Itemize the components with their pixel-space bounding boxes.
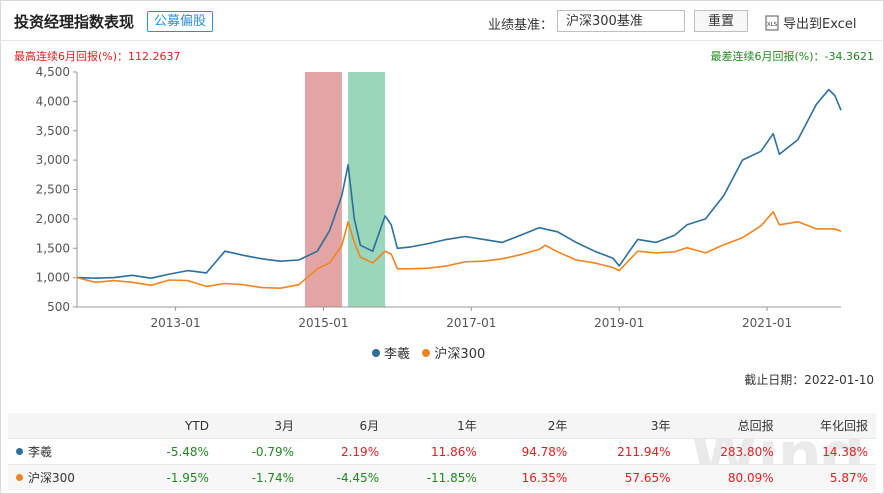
min-run-band (348, 72, 386, 307)
xls-icon: XLS (765, 15, 779, 35)
y-tick-label: 3,500 (36, 124, 70, 138)
page-title: 投资经理指数表现 (14, 13, 135, 31)
row-dot (16, 474, 23, 481)
header-divider (0, 40, 882, 41)
performance-table: YTD 3月 6月 1年 2年 3年 总回报 年化回报 李羲 -5.48% -0.7… (8, 413, 876, 490)
x-tick-label: 2021-01 (742, 316, 792, 330)
table-header: YTD (131, 413, 217, 439)
table-row: 李羲 -5.48% -0.79% 2.19% 11.86% 94.78% 211.94% 28… (8, 438, 876, 465)
x-tick-label: 2015-01 (298, 316, 348, 330)
table-cell: -5.48% (131, 438, 217, 465)
table-cell: -1.95% (131, 464, 217, 490)
table-header: 2年 (484, 413, 576, 439)
legend-item-index[interactable]: 沪深300 (422, 347, 485, 362)
table-cell: 5.87% (781, 464, 876, 490)
reset-button[interactable]: 重置 (694, 10, 748, 32)
max-run-band (304, 72, 342, 307)
performance-chart[interactable]: 500 1,000 1,500 2,000 2,500 3,000 3,500 4,000 4,… (0, 60, 884, 400)
legend-dot (422, 349, 431, 357)
table-cell: -1.74% (216, 464, 303, 490)
max-run-stat: 最高连续6月回报(%)：112.2637 (14, 50, 181, 63)
y-tick-label: 2,500 (36, 183, 70, 197)
series-line-manager (76, 88, 842, 279)
x-tick-label: 2017-01 (446, 316, 496, 330)
y-tick-label: 2,000 (36, 212, 70, 226)
legend-item-manager[interactable]: 李羲 (372, 347, 410, 362)
legend-dot (372, 349, 380, 357)
table-cell: -11.85% (387, 464, 485, 490)
row-dot (16, 448, 23, 455)
table-cell: 283.80% (678, 438, 782, 465)
y-tick-label: 3,000 (36, 153, 70, 167)
fund-type-tag: 公募偏股 (147, 11, 214, 32)
table-header-row: YTD 3月 6月 1年 2年 3年 总回报 年化回报 (8, 413, 876, 439)
table-header: 1年 (387, 413, 485, 439)
as-of-date: 截止日期：2022-01-10 (744, 373, 874, 387)
row-name: 李羲 (8, 438, 132, 465)
chart-legend[interactable]: 李羲 沪深300 (372, 343, 485, 362)
table-cell: 94.78% (484, 438, 576, 465)
x-tick-label: 2013-01 (151, 316, 201, 330)
table-cell: 16.35% (484, 464, 576, 490)
row-name: 沪深300 (8, 464, 132, 490)
table-cell: 211.94% (575, 438, 679, 465)
table-header: 3年 (575, 413, 679, 439)
table-header: 6月 (302, 413, 388, 439)
table-cell: 11.86% (387, 438, 485, 465)
y-tick-label: 4,500 (36, 65, 70, 79)
table-cell: -4.45% (302, 464, 388, 490)
y-tick-label: 500 (47, 300, 70, 314)
table-cell: 14.38% (781, 438, 876, 465)
svg-text:XLS: XLS (767, 22, 778, 28)
table-header: 总回报 (678, 413, 782, 439)
min-run-stat: 最差连续6月回报(%)：-34.3621 (710, 50, 875, 63)
table-header: 3月 (216, 413, 303, 439)
export-label: 导出到Excel (783, 17, 857, 32)
table-header: 年化回报 (781, 413, 876, 439)
table-header (8, 413, 132, 439)
series-line-index (76, 211, 842, 289)
y-tick-label: 4,000 (36, 94, 70, 108)
table-cell: 57.65% (575, 464, 679, 490)
export-excel-button[interactable]: XLS 导出到Excel (765, 13, 856, 35)
benchmark-label: 业绩基准： (488, 18, 554, 33)
table-row: 沪深300 -1.95% -1.74% -4.45% -11.85% 16.35% 57.6… (8, 464, 876, 490)
y-tick-label: 1,500 (36, 241, 70, 255)
table-cell: 80.09% (678, 464, 782, 490)
benchmark-select[interactable]: 沪深300基准 (557, 10, 685, 32)
table-cell: 2.19% (302, 438, 388, 465)
x-tick-label: 2019-01 (594, 316, 644, 330)
table-cell: -0.79% (216, 438, 303, 465)
y-tick-label: 1,000 (36, 271, 70, 285)
